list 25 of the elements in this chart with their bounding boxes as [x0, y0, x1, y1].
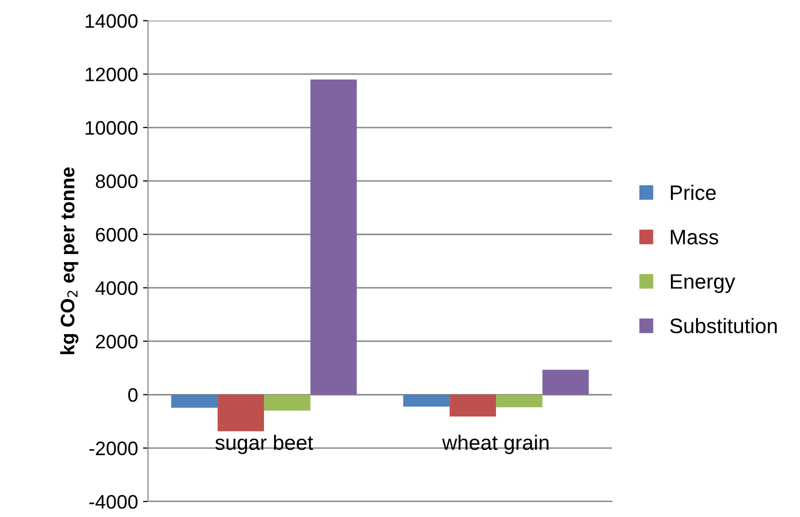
bar	[264, 394, 310, 411]
bar	[310, 79, 357, 395]
x-tick-label: wheat grain	[442, 434, 549, 454]
legend-label: Mass	[670, 230, 718, 244]
y-tick-label: 8000	[96, 174, 138, 188]
legend-label: Energy	[670, 274, 736, 294]
bar	[171, 394, 218, 408]
y-tick-label: 6000	[96, 228, 138, 242]
y-axis-title: kg CO$_{2}$ eq per tonne	[60, 167, 78, 354]
legend-label: Price	[670, 184, 716, 200]
bar	[218, 394, 264, 432]
y-tick-label: -4000	[89, 494, 138, 509]
bar	[496, 394, 542, 408]
bar	[450, 394, 496, 417]
y-tick-label: -2000	[89, 442, 138, 456]
y-tick-label: 2000	[96, 334, 138, 348]
bar	[542, 370, 589, 395]
y-tick-label: 10000	[86, 120, 138, 135]
y-tick-label: 12000	[86, 68, 138, 82]
y-tick-label: 14000	[86, 14, 138, 28]
legend-label: Substitution	[670, 318, 777, 334]
x-tick-label: sugar beet	[215, 434, 314, 454]
bar	[403, 394, 450, 407]
y-tick-label: 4000	[95, 281, 138, 296]
y-tick-label: 0	[128, 388, 138, 402]
